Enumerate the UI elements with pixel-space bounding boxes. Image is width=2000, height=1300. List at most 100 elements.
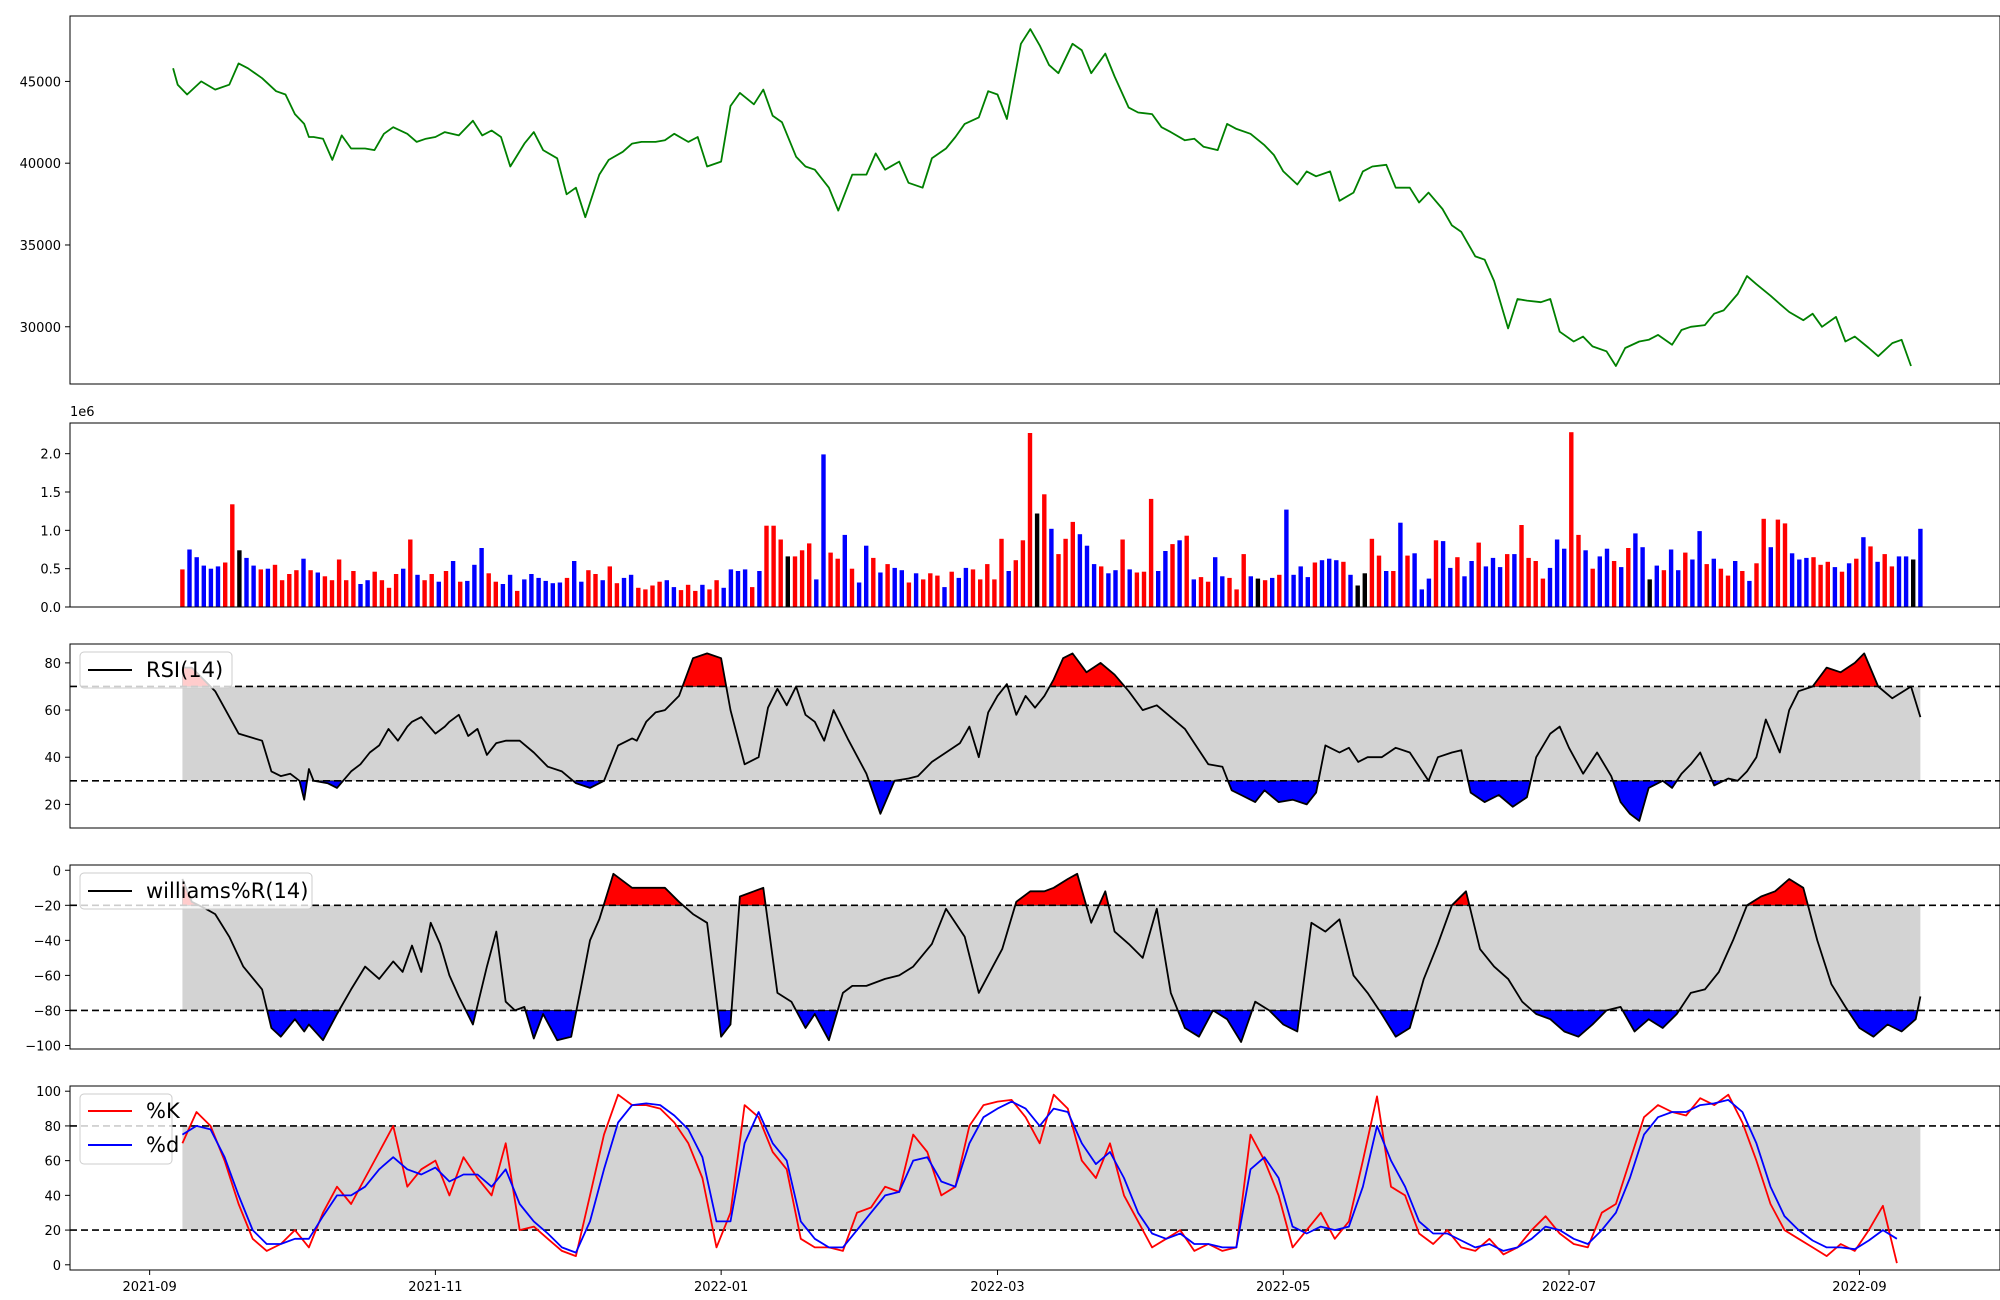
volume-bar <box>1262 580 1268 607</box>
volume-bar <box>507 574 513 607</box>
volume-bar <box>1013 560 1018 607</box>
williams-panel: −100 −80 −60 −40 −20 0 williams%R(14) <box>25 864 2000 1054</box>
volume-bar <box>351 571 356 607</box>
volume-offset-label: 1e6 <box>70 405 95 420</box>
volume-bar <box>1583 550 1588 607</box>
volume-bar <box>1896 556 1902 607</box>
volume-bar <box>1868 546 1873 607</box>
williams-plot-area: −100 −80 −60 −40 −20 0 <box>25 864 2000 1054</box>
volume-bar <box>1106 573 1111 607</box>
volume-bar <box>1754 563 1759 607</box>
volume-bar <box>650 585 655 607</box>
volume-bar <box>1911 559 1916 607</box>
volume-bar <box>1789 553 1795 607</box>
volume-bar <box>1825 561 1830 607</box>
stochastic-y-tick-label: 100 <box>36 1085 61 1100</box>
volume-bar <box>1569 432 1574 607</box>
volume-bar <box>237 550 242 607</box>
volume-bar <box>1191 579 1196 607</box>
volume-bar <box>814 579 819 607</box>
volume-bar <box>1419 589 1424 607</box>
volume-bar <box>970 569 976 607</box>
volume-bar <box>1284 509 1289 607</box>
volume-bar <box>308 570 313 607</box>
volume-bar <box>301 558 306 607</box>
volume-bar <box>429 574 434 607</box>
volume-bar <box>1298 566 1303 607</box>
volume-bar <box>1647 579 1652 607</box>
volume-bar <box>436 581 441 607</box>
volume-bar <box>1405 555 1410 607</box>
volume-bar <box>450 561 456 607</box>
rsi-legend: RSI(14) <box>79 651 233 689</box>
volume-bar <box>1633 533 1638 607</box>
volume-bar <box>1846 563 1852 607</box>
volume-bar <box>1483 566 1489 607</box>
volume-plot-area: 0.0 0.5 1.0 1.5 2.0 <box>40 432 1923 616</box>
volume-bar <box>344 580 349 607</box>
volume-bar <box>1248 576 1253 607</box>
volume-bar <box>1740 571 1745 607</box>
williams-y-tick-label: 0 <box>53 864 61 879</box>
williams-y-tick-label: −100 <box>25 1039 61 1054</box>
volume-bar <box>757 571 762 607</box>
volume-bar <box>1177 540 1182 607</box>
volume-bar <box>1519 525 1524 607</box>
volume-bar <box>329 580 335 607</box>
volume-bar <box>892 567 897 607</box>
volume-bar <box>764 525 769 607</box>
volume-bar <box>1903 556 1909 607</box>
volume-bar <box>1718 568 1724 607</box>
volume-bar <box>1184 535 1189 607</box>
price-y-tick-label: 30000 <box>20 321 61 336</box>
volume-bar <box>408 539 413 607</box>
volume-bar <box>1291 574 1296 607</box>
volume-bar <box>1163 551 1168 607</box>
williams-neutral-band <box>182 905 1921 1011</box>
williams-y-tick-label: −20 <box>34 899 61 914</box>
volume-bar <box>906 582 912 607</box>
volume-bar <box>1227 577 1232 607</box>
volume-y-tick-label: 0.0 <box>40 601 61 616</box>
volume-bar <box>721 587 726 607</box>
volume-bar <box>515 590 520 607</box>
volume-bar <box>978 579 983 607</box>
volume-bar <box>1469 561 1474 607</box>
volume-bar <box>1854 558 1859 607</box>
volume-bar <box>208 568 214 607</box>
volume-bar <box>1455 557 1460 607</box>
x-tick-label: 2021-09 <box>122 1280 176 1295</box>
volume-bar <box>685 584 691 607</box>
rsi-axes-frame <box>69 643 2000 829</box>
rsi-line <box>182 652 1922 822</box>
stochastic-y-tick-label: 60 <box>44 1155 61 1170</box>
volume-bar <box>1797 559 1802 607</box>
volume-bar <box>1804 557 1809 607</box>
volume-bar <box>572 561 577 607</box>
volume-bar <box>358 584 363 607</box>
volume-bar <box>529 574 534 607</box>
volume-bar <box>1398 522 1403 607</box>
volume-bar <box>1611 561 1617 607</box>
volume-bar <box>557 582 563 607</box>
price-plot-area: 30000 35000 40000 45000 <box>20 28 1912 367</box>
volume-bar <box>913 573 919 607</box>
x-tick-label: 2022-07 <box>1542 1280 1596 1295</box>
x-tick-label: 2022-01 <box>694 1280 748 1295</box>
volume-bar <box>1063 538 1068 607</box>
price-y-tick-label: 45000 <box>20 75 61 90</box>
volume-bar <box>322 576 328 607</box>
volume-bar <box>386 587 392 607</box>
volume-bar <box>258 569 263 607</box>
volume-bar <box>579 581 584 607</box>
volume-bar <box>799 550 805 607</box>
volume-bar <box>1497 567 1503 607</box>
volume-bar <box>1540 578 1546 607</box>
volume-bar <box>479 548 484 607</box>
volume-bar <box>771 525 776 607</box>
volume-bar <box>458 581 463 607</box>
volume-bar <box>1070 521 1075 607</box>
volume-bar <box>1526 557 1531 607</box>
volume-bar <box>422 580 427 607</box>
